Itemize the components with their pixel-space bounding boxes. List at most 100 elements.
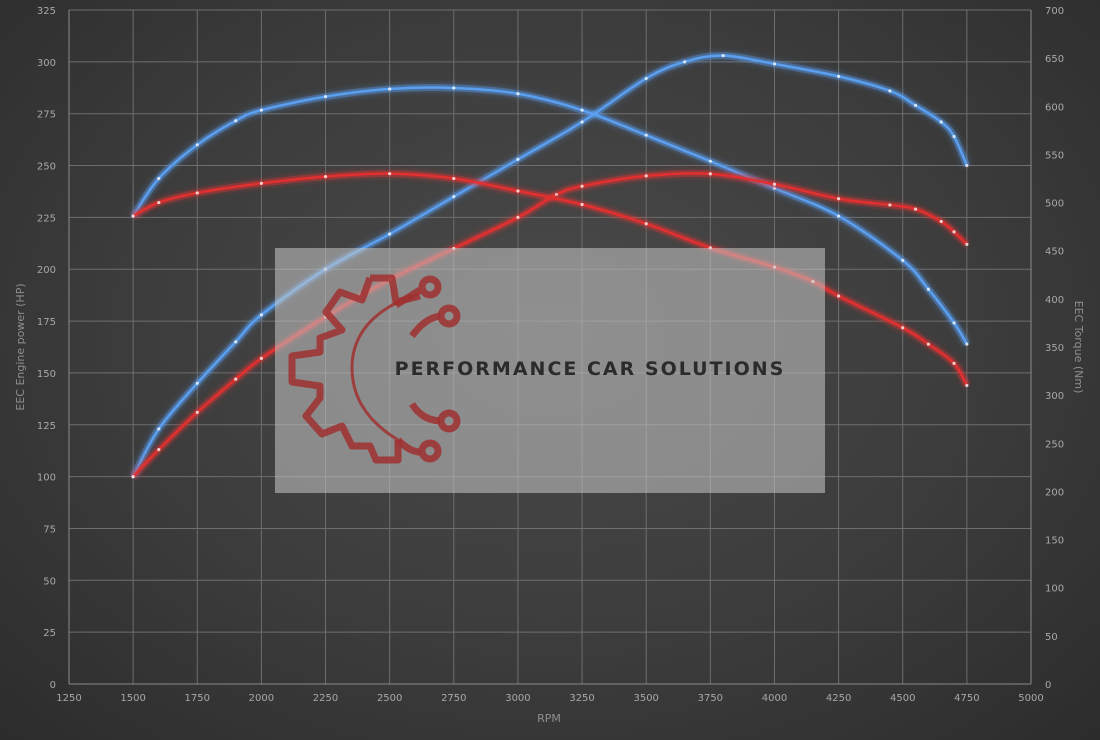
series-point <box>952 134 956 139</box>
series-point <box>388 87 392 91</box>
right-axis-ticks: 0 50 100 150 200 250 300 350 400 450 500 550 600 650 7… <box>1045 6 1064 691</box>
series-point <box>965 342 969 346</box>
series-point <box>888 203 892 207</box>
series-point <box>323 174 328 179</box>
right-tick-label: 450 <box>1045 247 1064 258</box>
left-tick-label: 325 <box>37 6 56 17</box>
series-point <box>259 313 263 317</box>
series-point <box>452 195 456 199</box>
left-tick-label: 75 <box>43 524 56 535</box>
left-axis-title: EEC Engine power (HP) <box>14 283 27 410</box>
series-point <box>388 172 392 176</box>
series-point <box>926 287 930 291</box>
x-tick-label: 1750 <box>185 693 210 704</box>
series-point <box>131 475 135 479</box>
series-point <box>157 448 161 452</box>
x-tick-label: 3750 <box>698 693 723 704</box>
right-tick-label: 250 <box>1045 439 1064 450</box>
left-tick-label: 125 <box>37 421 56 432</box>
right-axis-title: EEC Torque (Nm) <box>1072 301 1085 394</box>
left-tick-label: 275 <box>37 110 56 121</box>
x-tick-label: 4250 <box>826 693 851 704</box>
series-point <box>516 189 520 193</box>
right-tick-label: 500 <box>1045 199 1064 210</box>
series-point <box>580 202 584 207</box>
x-tick-label: 1250 <box>56 693 81 704</box>
series-line <box>132 54 969 478</box>
series-point <box>644 133 648 137</box>
x-axis-ticks: 1250 1500 1750 2000 2250 2500 2750 3000 3250 3500… <box>56 693 1043 704</box>
series-line <box>132 172 968 478</box>
left-axis-ticks: 0 25 50 75 100 125 150 175 200 225 250 275 300 325 <box>37 6 56 691</box>
right-tick-label: 550 <box>1045 150 1064 161</box>
series-point <box>580 184 584 188</box>
series-point <box>259 108 263 112</box>
series-point <box>772 62 777 66</box>
series-point <box>952 361 956 365</box>
x-tick-label: 2500 <box>377 693 402 704</box>
x-tick-label: 2000 <box>249 693 274 704</box>
left-tick-label: 25 <box>43 628 56 639</box>
series-point <box>837 214 841 218</box>
x-tick-label: 2750 <box>441 693 466 704</box>
series-point <box>195 381 199 385</box>
x-tick-label: 1500 <box>120 693 145 704</box>
series-point <box>644 174 648 178</box>
series-point <box>644 76 648 81</box>
series-point <box>939 120 943 124</box>
x-tick-label: 4750 <box>954 693 979 704</box>
series-point <box>516 92 520 96</box>
series-point <box>939 219 943 224</box>
right-tick-label: 650 <box>1045 54 1064 65</box>
watermark: PERFORMANCE CAR SOLUTIONS <box>275 248 825 493</box>
series-point <box>157 200 161 205</box>
series-point <box>901 258 905 262</box>
series-point <box>452 86 456 90</box>
series-point <box>516 215 520 219</box>
x-axis-title: RPM <box>537 712 561 725</box>
left-tick-label: 200 <box>37 265 56 276</box>
series-point <box>721 54 725 58</box>
right-tick-label: 50 <box>1045 632 1058 643</box>
series-point <box>888 89 892 93</box>
series-point <box>952 230 956 234</box>
right-tick-label: 100 <box>1045 584 1064 595</box>
watermark-brand-text: PERFORMANCE CAR SOLUTIONS <box>395 358 786 380</box>
series-point <box>837 197 841 201</box>
series-point <box>516 157 520 161</box>
series-point <box>772 182 777 186</box>
left-tick-label: 150 <box>37 369 56 380</box>
series-point <box>157 427 161 431</box>
series-point <box>452 176 456 181</box>
series-point <box>580 108 584 112</box>
gear-circuit-logo-icon <box>288 274 461 464</box>
series-point <box>388 232 392 236</box>
series-point <box>323 95 328 99</box>
series-0-left <box>130 52 971 479</box>
series-1-right <box>130 84 970 346</box>
series-point <box>234 119 238 123</box>
series-point <box>131 214 135 218</box>
series-point <box>965 163 969 168</box>
right-tick-label: 300 <box>1045 391 1064 402</box>
x-tick-label: 2250 <box>313 693 338 704</box>
series-2-left <box>130 169 970 480</box>
right-tick-label: 350 <box>1045 343 1064 354</box>
right-tick-label: 700 <box>1045 6 1064 17</box>
left-tick-label: 50 <box>43 576 56 587</box>
right-tick-label: 400 <box>1045 295 1064 306</box>
left-tick-label: 300 <box>37 58 56 69</box>
series-layer <box>130 52 971 480</box>
left-tick-label: 100 <box>37 473 56 484</box>
left-tick-label: 225 <box>37 213 56 224</box>
series-point <box>913 207 918 211</box>
series-point <box>195 143 199 147</box>
right-tick-label: 0 <box>1045 680 1051 691</box>
x-tick-label: 4000 <box>762 693 787 704</box>
right-tick-label: 200 <box>1045 487 1064 498</box>
series-point <box>952 321 956 325</box>
right-tick-label: 600 <box>1045 102 1064 113</box>
x-tick-label: 4500 <box>890 693 915 704</box>
series-point <box>259 356 263 361</box>
